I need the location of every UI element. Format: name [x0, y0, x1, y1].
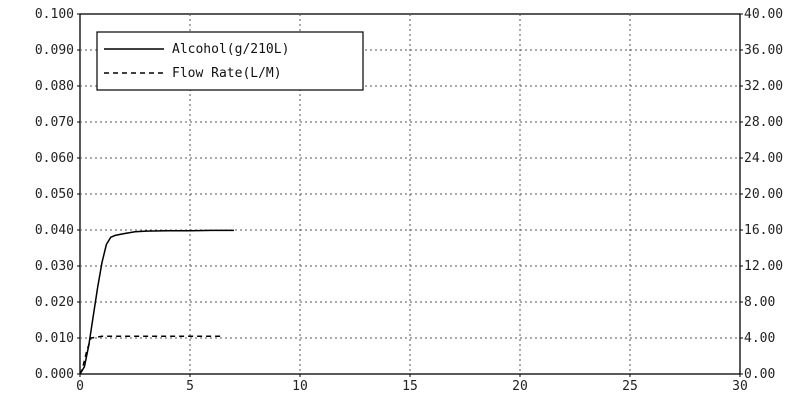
legend-label-alcohol: Alcohol(g/210L): [172, 42, 289, 57]
x-tick: 10: [292, 379, 308, 394]
y-tick-right: 28.00: [744, 115, 783, 130]
legend: Alcohol(g/210L) Flow Rate(L/M): [97, 32, 363, 90]
x-tick: 0: [76, 379, 84, 394]
series-line-flow-rate: [80, 336, 223, 374]
y-tick-left: 0.010: [35, 331, 74, 346]
x-tick: 25: [622, 379, 638, 394]
y-tick-left: 0.080: [35, 79, 74, 94]
y-tick-left: 0.050: [35, 187, 74, 202]
x-tick: 30: [732, 379, 748, 394]
y-tick-right: 24.00: [744, 151, 783, 166]
y-tick-left: 0.000: [35, 367, 74, 382]
legend-label-flow: Flow Rate(L/M): [172, 66, 282, 81]
y-tick-left: 0.070: [35, 115, 74, 130]
x-tick: 15: [402, 379, 418, 394]
y-tick-right: 4.00: [744, 331, 775, 346]
y-tick-left: 0.020: [35, 295, 74, 310]
y-tick-left: 0.030: [35, 259, 74, 274]
y-tick-right: 8.00: [744, 295, 775, 310]
y-tick-right: 32.00: [744, 79, 783, 94]
y-tick-right: 12.00: [744, 259, 783, 274]
y-tick-left: 0.060: [35, 151, 74, 166]
x-tick: 5: [186, 379, 194, 394]
y-tick-right: 0.00: [744, 367, 775, 382]
y-tick-right: 20.00: [744, 187, 783, 202]
y-tick-left: 0.040: [35, 223, 74, 238]
x-tick: 20: [512, 379, 528, 394]
legend-box: [97, 32, 363, 90]
y-tick-right: 36.00: [744, 43, 783, 58]
y-tick-left: 0.090: [35, 43, 74, 58]
y-tick-right: 40.00: [744, 7, 783, 22]
y-tick-left: 0.100: [35, 7, 74, 22]
y-tick-right: 16.00: [744, 223, 783, 238]
